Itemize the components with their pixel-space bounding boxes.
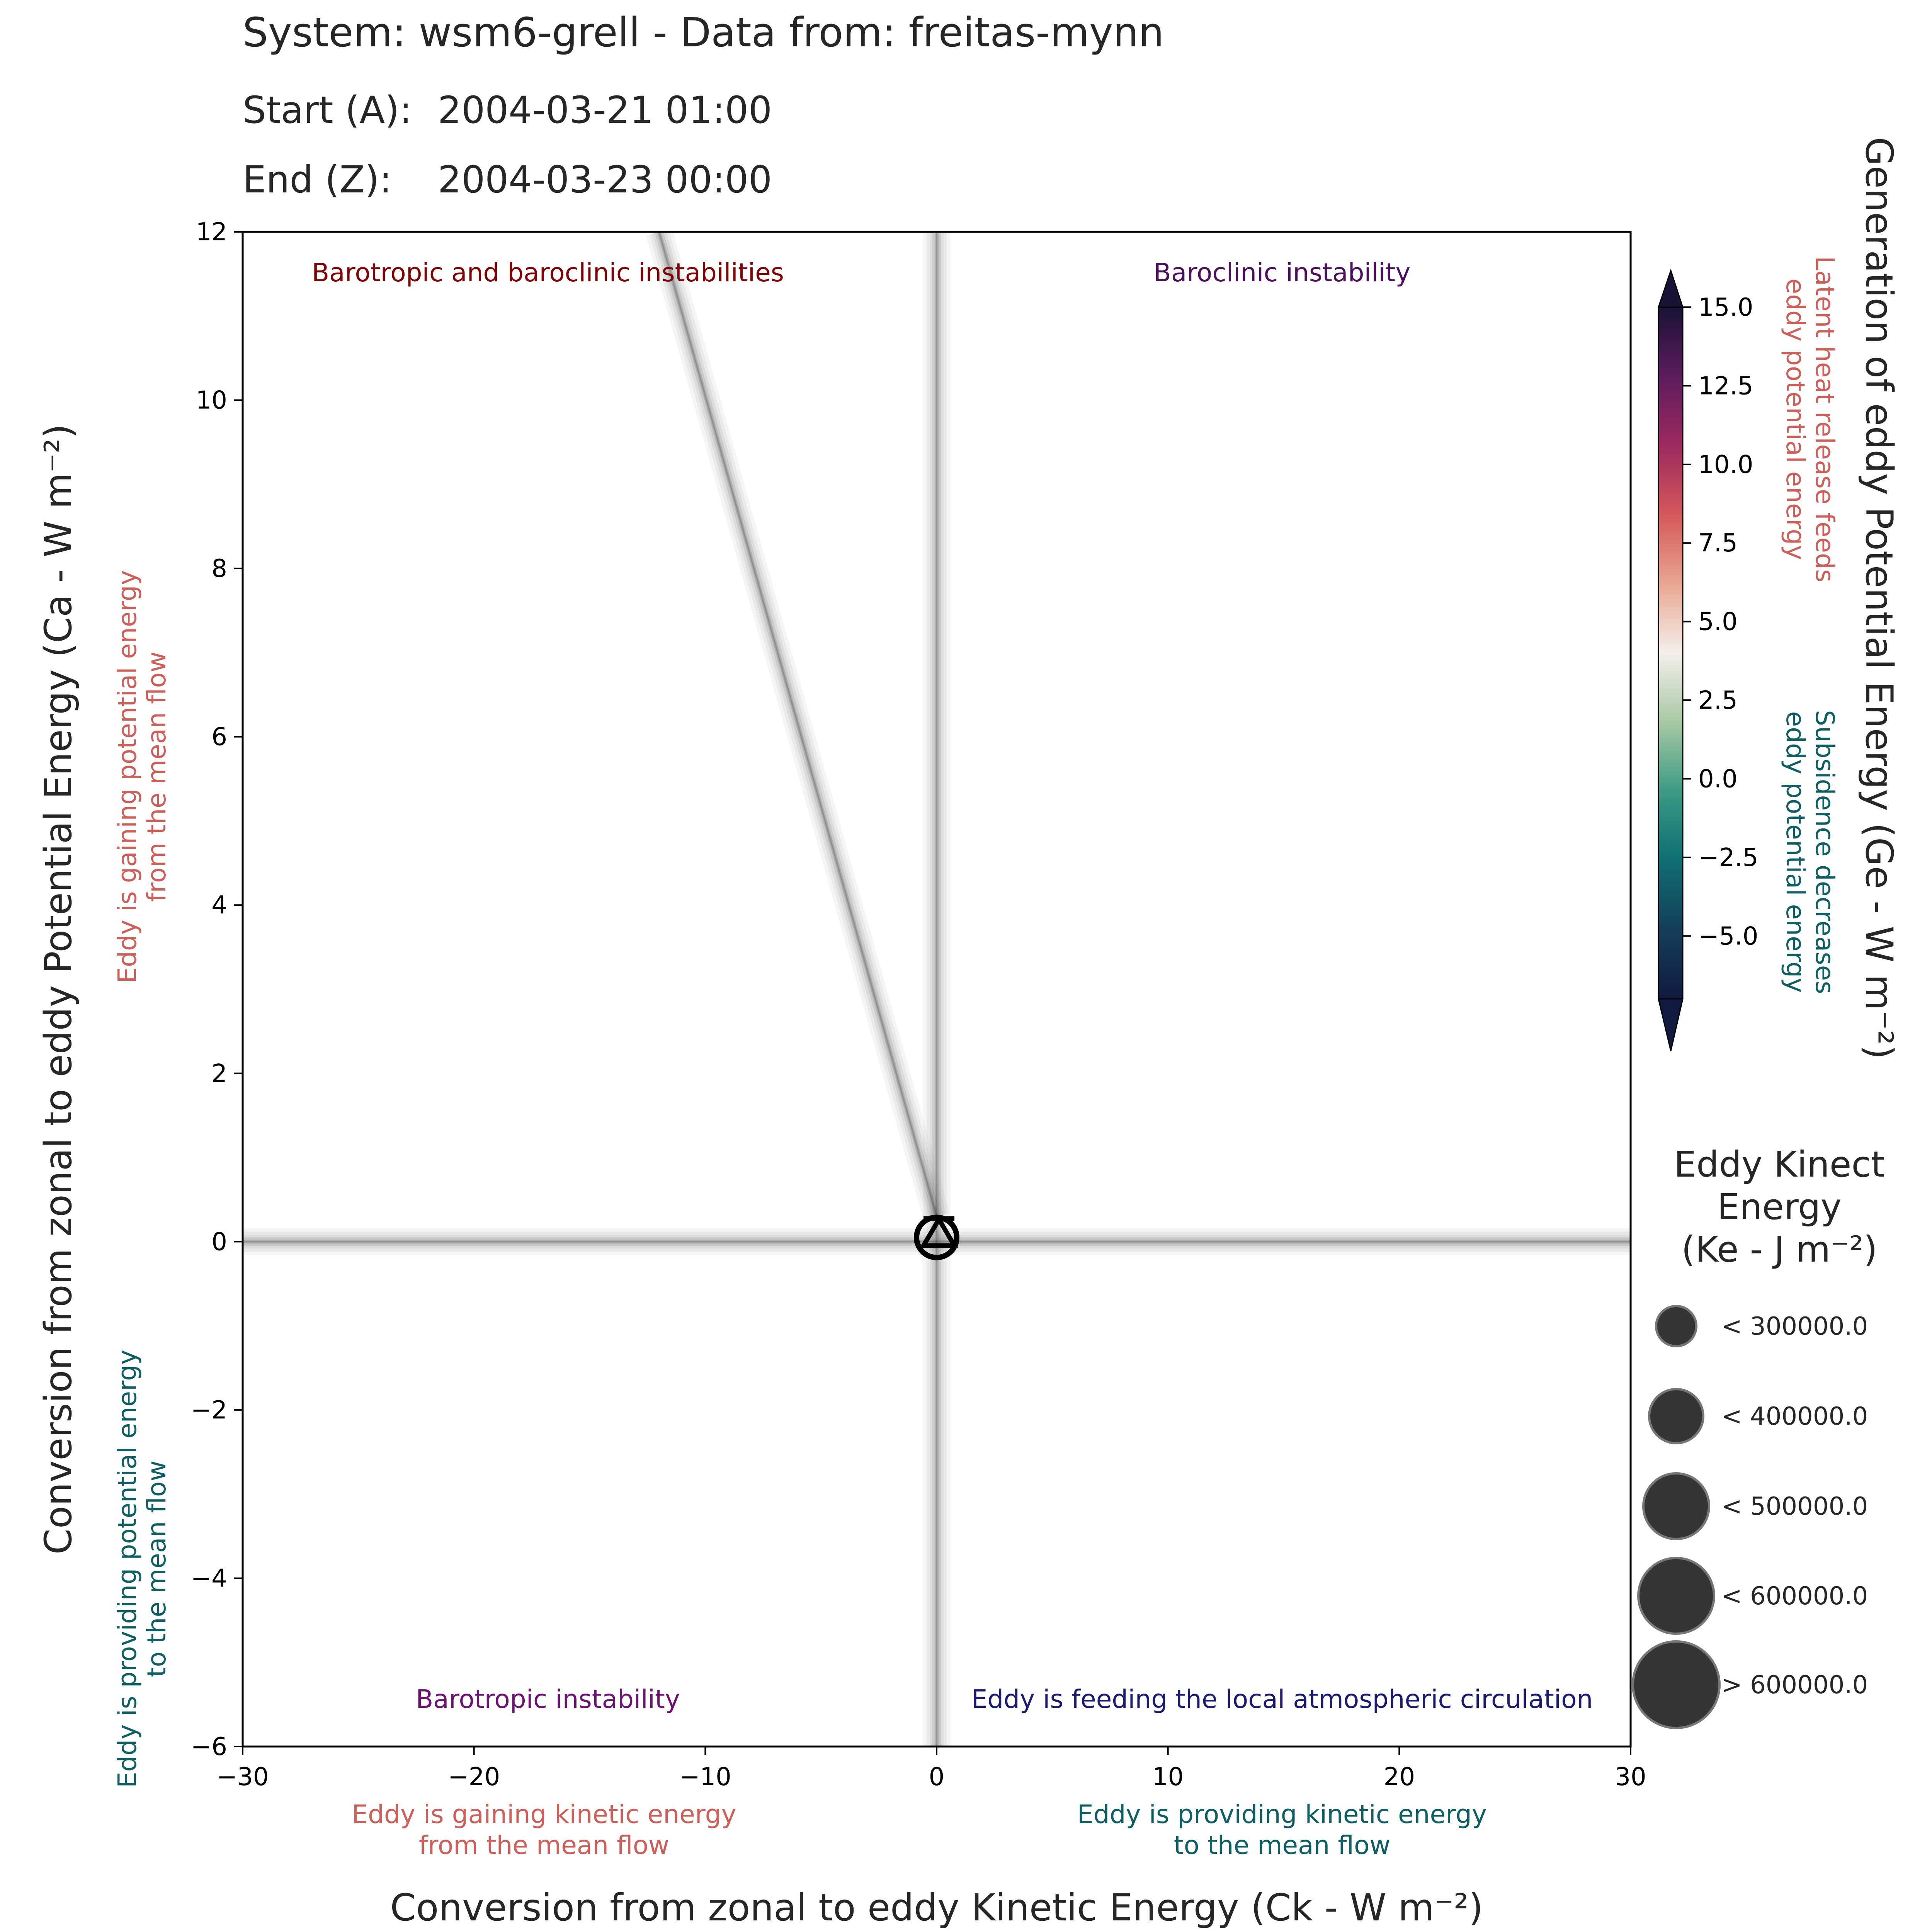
quadrant-label-top-right: Baroclinic instability: [1154, 258, 1411, 287]
y-annotation-positive-line2: from the mean flow: [142, 651, 172, 902]
colorbar-tick-label: −5.0: [1698, 922, 1758, 951]
x-annotation-positive-line1: Eddy is providing kinetic energy: [1077, 1799, 1487, 1829]
y-annotation-negative-line2: to the mean flow: [142, 1461, 172, 1677]
colorbar-tick-label: 10.0: [1698, 451, 1753, 479]
end-label: End (Z):: [243, 158, 392, 201]
colorbar-tick-label: 5.0: [1698, 608, 1738, 636]
size-legend-entry: > 600000.0: [1632, 1640, 1868, 1729]
colorbar-ticks: 15.0 12.5 10.0 7.5 5.0 2.5 0.0 −2.5 −5.0: [1683, 293, 1758, 951]
size-legend-label: < 300000.0: [1721, 1312, 1868, 1341]
quadrant-label-top-left: Barotropic and baroclinic instabilities: [312, 258, 784, 287]
x-tick-label: 30: [1615, 1763, 1646, 1791]
colorbar-tick-label: 0.0: [1698, 765, 1738, 793]
y-tick-label: −6: [191, 1733, 227, 1761]
y-tick-label: −4: [191, 1564, 227, 1593]
size-legend-marker: [1648, 1388, 1704, 1444]
y-tick-label: 10: [196, 386, 227, 415]
size-legend-label: < 400000.0: [1721, 1402, 1868, 1431]
y-tick-label: 6: [211, 723, 227, 752]
colorbar-bottom-extend: [1658, 998, 1684, 1051]
x-tick-label: −30: [216, 1763, 269, 1791]
y-axis-label: Conversion from zonal to eddy Potential …: [37, 424, 80, 1554]
colorbar-tick-label: 15.0: [1698, 293, 1753, 322]
quadrant-label-bottom-left: Barotropic instability: [416, 1684, 680, 1714]
x-tick-label: 10: [1152, 1763, 1184, 1791]
point-end-marker: [919, 1214, 959, 1248]
size-legend-title-line1: Eddy Kinect: [1674, 1144, 1885, 1185]
colorbar-label: Generation of eddy Potential Energy (Ge …: [1857, 137, 1901, 1059]
start-value: 2004-03-21 01:00: [438, 88, 772, 132]
size-legend-marker: [1637, 1557, 1715, 1635]
axis-ticks: [234, 231, 1631, 1755]
y-tick-label: 2: [211, 1060, 227, 1088]
size-legend-entry: < 600000.0: [1637, 1557, 1868, 1635]
colorbar-annotation-negative-line1: Subsidence decreases: [1810, 710, 1840, 994]
chart-title: System: wsm6-grell - Data from: freitas-…: [243, 9, 1164, 56]
size-legend-label: < 600000.0: [1721, 1582, 1868, 1611]
colorbar-tick-label: −2.5: [1698, 844, 1758, 872]
colorbar-body: [1658, 306, 1684, 1000]
size-legend-entry: < 400000.0: [1648, 1388, 1868, 1444]
data-points: [914, 1214, 959, 1260]
x-tick-label: −10: [679, 1763, 731, 1791]
colorbar-tick-label: 2.5: [1698, 686, 1738, 715]
colorbar: 15.0 12.5 10.0 7.5 5.0 2.5 0.0 −2.5 −5.0: [1657, 269, 1758, 1051]
size-legend-entry: < 300000.0: [1655, 1305, 1868, 1347]
x-tick-label: 0: [929, 1763, 945, 1791]
colorbar-top-extend: [1657, 269, 1684, 308]
colorbar-annotation-positive-line2: eddy potential energy: [1781, 279, 1810, 560]
size-legend-title-line3: (Ke - J m⁻²): [1681, 1229, 1877, 1270]
start-label: Start (A):: [243, 88, 412, 132]
x-tick-label: 20: [1384, 1763, 1415, 1791]
colorbar-tick-label: 7.5: [1698, 529, 1738, 558]
y-tick-label: −2: [191, 1396, 227, 1425]
size-legend-label: < 500000.0: [1721, 1492, 1868, 1521]
y-annotation-positive-line1: Eddy is gaining potential energy: [112, 570, 142, 983]
size-legend-marker: [1632, 1640, 1721, 1729]
quadrant-label-bottom-right: Eddy is feeding the local atmospheric ci…: [971, 1684, 1593, 1714]
x-axis-label: Conversion from zonal to eddy Kinetic En…: [390, 1886, 1483, 1929]
trend-lines: [243, 232, 1631, 1747]
x-annotation-negative-line2: from the mean flow: [419, 1830, 669, 1860]
size-legend-label: > 600000.0: [1721, 1671, 1868, 1699]
y-tick-labels: −6 −4 −2 0 2 4 6 8 10 12: [191, 218, 227, 1761]
size-legend-title-line2: Energy: [1717, 1186, 1842, 1228]
colorbar-annotation-negative-line2: eddy potential energy: [1781, 711, 1810, 993]
x-annotation-negative-line1: Eddy is gaining kinetic energy: [352, 1799, 736, 1829]
x-annotation-positive-line2: to the mean flow: [1174, 1830, 1391, 1860]
size-legend: Eddy Kinect Energy (Ke - J m⁻²) < 300000…: [1632, 1144, 1885, 1729]
y-tick-label: 8: [211, 554, 227, 583]
size-legend-entry: < 500000.0: [1642, 1472, 1868, 1540]
end-value: 2004-03-23 00:00: [438, 158, 772, 201]
x-tick-labels: −30 −20 −10 0 10 20 30: [216, 1763, 1646, 1791]
colorbar-tick-label: 12.5: [1698, 372, 1753, 400]
trend-line-0: [646, 232, 950, 1220]
y-annotation-negative-line1: Eddy is providing potential energy: [112, 1350, 142, 1788]
y-tick-label: 0: [211, 1228, 227, 1256]
size-legend-marker: [1655, 1305, 1697, 1347]
y-tick-label: 12: [196, 218, 227, 247]
y-tick-label: 4: [211, 891, 227, 920]
colorbar-annotation-positive-line1: Latent heat release feeds: [1810, 256, 1840, 583]
x-tick-label: −20: [448, 1763, 500, 1791]
size-legend-marker: [1642, 1472, 1710, 1540]
